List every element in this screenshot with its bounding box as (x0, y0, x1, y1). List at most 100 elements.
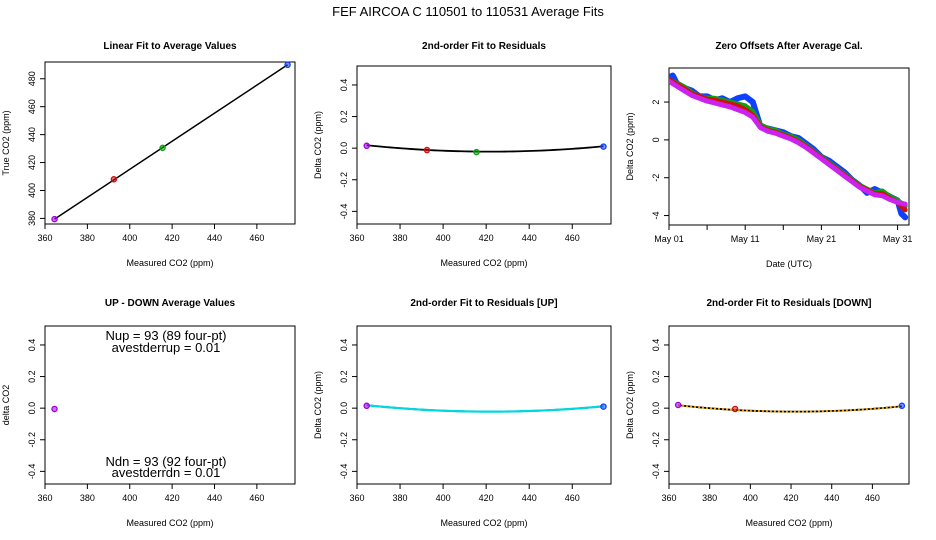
y-tick-label: 460 (27, 99, 37, 114)
x-tick-label: 440 (522, 493, 537, 503)
x-tick-label: 460 (249, 233, 264, 243)
x-tick-label: May 21 (807, 234, 837, 244)
y-tick-label: 0.0 (339, 142, 349, 155)
y-tick-label: -0.4 (339, 204, 349, 220)
panel-residuals-down: 2nd-order Fit to Residuals [DOWN] 360 380 4… (625, 298, 910, 528)
plot-frame (44, 325, 296, 485)
x-tick-label: 380 (80, 233, 95, 243)
y-tick-label: -2 (651, 174, 661, 182)
panel-residuals-up: 2nd-order Fit to Residuals [UP] 360 380 400… (313, 298, 612, 528)
annotation-nup: Nup = 93 (89 four-pt) (105, 328, 226, 343)
plot-frame (668, 325, 910, 485)
y-tick-label: 0 (651, 137, 661, 142)
x-axis-label: Measured CO2 (ppm) (440, 258, 527, 268)
x-tick-label: 440 (207, 493, 222, 503)
data-point-std-2 (110, 176, 118, 183)
plot-frame (668, 67, 910, 226)
panel-title: 2nd-order Fit to Residuals (422, 41, 546, 52)
x-axis-label: Date (UTC) (766, 259, 812, 269)
data-point-std-1 (363, 402, 370, 410)
data-point-std-2 (423, 146, 431, 154)
data-point-std-4 (600, 403, 607, 410)
panel-zero-offsets: Zero Offsets After Average Cal. May 01 May… (625, 41, 912, 269)
x-tick-label: 380 (702, 493, 717, 503)
x-tick-label: 380 (80, 493, 95, 503)
x-tick-label: 400 (436, 493, 451, 503)
y-tick-label: 0.0 (27, 402, 37, 415)
y-tick-label: 0.2 (651, 370, 661, 383)
y-tick-label: -0.2 (27, 432, 37, 448)
fit-line (54, 64, 288, 220)
data-point-std-1 (674, 401, 682, 409)
data-point-std-1 (51, 215, 58, 223)
y-tick-label: -0.4 (651, 464, 661, 480)
data-point-std-1 (363, 142, 370, 150)
x-tick-label: 400 (122, 233, 137, 243)
annotation-avestderrdn: avestderrdn = 0.01 (112, 465, 221, 480)
data-point-std-4 (898, 402, 906, 410)
x-tick-label: 440 (522, 233, 537, 243)
annotation-ndn: Ndn = 93 (92 four-pt) (105, 454, 226, 469)
x-tick-label: May 11 (731, 234, 760, 244)
y-tick-label: -0.4 (27, 464, 37, 480)
panel-title: Zero Offsets After Average Cal. (715, 41, 862, 52)
y-tick-label: 0.0 (339, 402, 349, 415)
fit-curve (366, 144, 604, 153)
y-axis-label: Delta CO2 (ppm) (313, 111, 323, 179)
x-tick-label: 380 (393, 493, 408, 503)
x-tick-label: 360 (37, 233, 52, 243)
x-tick-label: 360 (349, 493, 364, 503)
x-tick-label: 360 (349, 233, 364, 243)
data-point-std-3 (473, 148, 480, 156)
panel-residuals: 2nd-order Fit to Residuals 360 380 400 420 44… (313, 41, 612, 268)
series-magenta (669, 78, 908, 207)
x-tick-label: 440 (207, 233, 222, 243)
y-axis-label: delta CO2 (1, 385, 11, 426)
y-tick-label: -0.2 (339, 172, 349, 188)
y-tick-label: 0.4 (339, 339, 349, 352)
x-axis-label: Measured CO2 (ppm) (126, 518, 213, 528)
panel-title: UP - DOWN Average Values (105, 298, 236, 309)
y-tick-label: 0.0 (651, 402, 661, 415)
panel-up-down: Nup = 93 (89 four-pt) avestderrup = 0.01… (1, 298, 296, 528)
x-tick-label: 420 (784, 493, 799, 503)
data-point-std-2 (731, 405, 739, 413)
x-tick-label: 380 (393, 233, 408, 243)
fit-curve-overlay (366, 404, 604, 413)
panel-title: 2nd-order Fit to Residuals [UP] (410, 298, 557, 309)
y-tick-label: 0.2 (27, 370, 37, 383)
x-tick-label: 420 (479, 493, 494, 503)
y-tick-label: 380 (27, 211, 37, 226)
plot-area (678, 404, 902, 413)
y-tick-label: 0.2 (339, 110, 349, 123)
annotation-avestderrup: avestderrup = 0.01 (112, 340, 221, 355)
y-axis-label: Delta CO2 (ppm) (313, 371, 323, 439)
x-tick-label: 420 (165, 233, 180, 243)
y-tick-label: 420 (27, 155, 37, 170)
plot-frame (356, 65, 612, 225)
data-point-std-4 (600, 143, 607, 150)
y-tick-label: 0.2 (339, 370, 349, 383)
y-tick-label: 480 (27, 71, 37, 86)
x-tick-label: 460 (865, 493, 880, 503)
x-tick-label: May 31 (883, 234, 913, 244)
plot-area (366, 144, 604, 153)
y-tick-label: 2 (651, 100, 661, 105)
y-tick-label: -0.2 (651, 432, 661, 448)
x-tick-label: 440 (824, 493, 839, 503)
plot-area (54, 64, 288, 220)
y-tick-label: 440 (27, 127, 37, 142)
x-tick-label: 420 (165, 493, 180, 503)
plot-frame (356, 325, 612, 485)
y-tick-label: 400 (27, 183, 37, 198)
plot-area (366, 404, 604, 413)
data-point-updown-1 (51, 405, 58, 413)
x-tick-label: 400 (122, 493, 137, 503)
x-tick-label: 460 (565, 493, 580, 503)
x-tick-label: May 01 (654, 234, 684, 244)
panel-title: Linear Fit to Average Values (103, 41, 237, 52)
plot-frame (44, 61, 296, 225)
x-tick-label: 400 (743, 493, 758, 503)
y-tick-label: -0.4 (339, 464, 349, 480)
